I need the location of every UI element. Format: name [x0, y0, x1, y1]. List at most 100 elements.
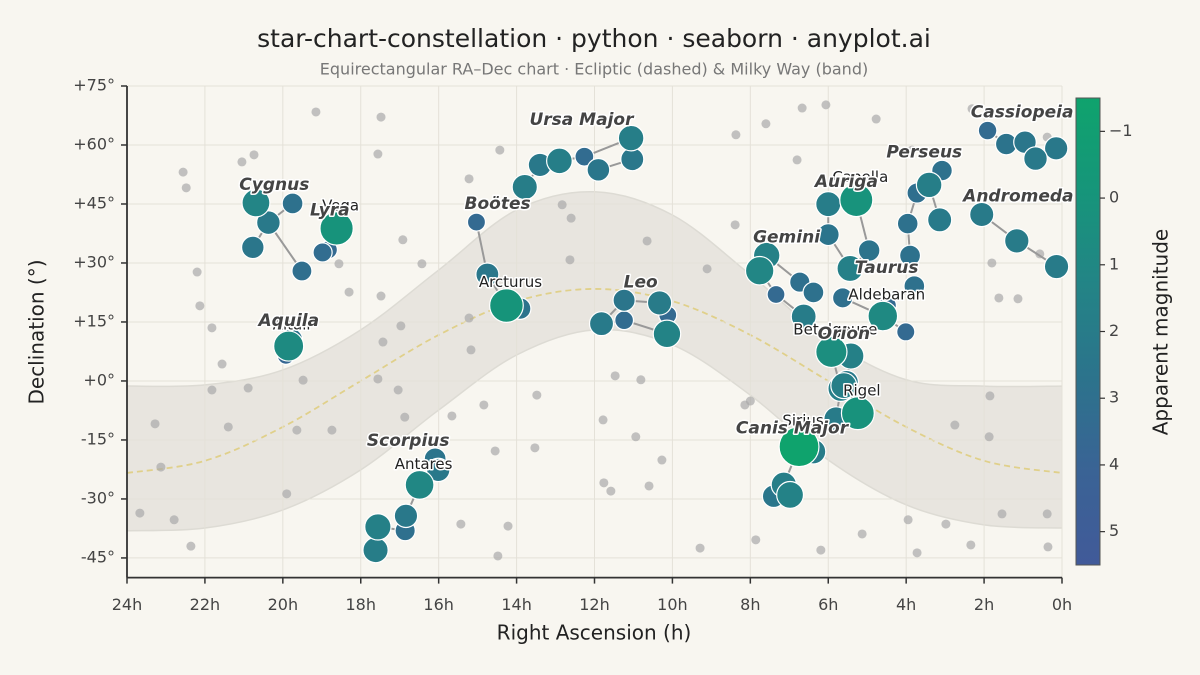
- background-star: [479, 400, 489, 410]
- star: [362, 536, 389, 564]
- x-tick-label: 24h: [112, 595, 143, 614]
- background-star: [282, 489, 292, 499]
- x-axis-label: Right Ascension (h): [497, 621, 692, 645]
- background-star: [207, 323, 217, 333]
- background-star: [466, 345, 476, 355]
- star: [1043, 136, 1069, 161]
- background-star: [464, 313, 474, 323]
- star: [831, 287, 854, 309]
- background-star: [327, 425, 337, 435]
- colorbar-tick-label: 2: [1109, 321, 1119, 340]
- colorbar-tick-label: 1: [1109, 254, 1119, 273]
- background-star: [292, 425, 302, 435]
- background-star: [599, 478, 609, 488]
- background-star: [490, 446, 500, 456]
- star: [364, 513, 392, 541]
- star: [778, 426, 820, 468]
- background-star: [493, 551, 503, 561]
- background-star: [857, 529, 867, 539]
- background-star: [456, 519, 466, 529]
- star: [273, 330, 305, 362]
- star: [744, 255, 775, 286]
- star: [652, 319, 682, 349]
- x-tick-label: 20h: [268, 595, 299, 614]
- star: [776, 480, 805, 509]
- background-star: [565, 255, 575, 265]
- background-star: [966, 540, 976, 550]
- background-star: [987, 258, 997, 268]
- constellation-label: Perseus: [886, 143, 962, 163]
- background-star: [907, 145, 917, 155]
- background-star: [150, 419, 160, 429]
- background-star: [217, 359, 227, 369]
- star: [896, 322, 916, 342]
- background-star: [797, 103, 807, 113]
- y-tick-label: +45°: [73, 193, 115, 212]
- star: [614, 310, 635, 331]
- star: [404, 469, 435, 500]
- background-star: [249, 150, 259, 160]
- background-star: [186, 541, 196, 551]
- constellation-label: Leo: [624, 272, 658, 292]
- star: [867, 300, 899, 332]
- background-star: [169, 515, 179, 525]
- background-star: [695, 543, 705, 553]
- star: [489, 288, 524, 323]
- star: [899, 244, 922, 267]
- background-star: [181, 183, 191, 193]
- star-label: Arcturus: [479, 273, 542, 291]
- y-tick-label: +15°: [73, 311, 115, 330]
- star: [241, 188, 271, 218]
- constellation-label: Orion: [818, 324, 870, 344]
- star-label: Aldebaran: [848, 286, 925, 304]
- background-star: [730, 220, 740, 230]
- background-star: [1043, 542, 1053, 552]
- star: [830, 372, 858, 400]
- y-tick-label: +75°: [73, 76, 115, 95]
- star: [815, 335, 848, 369]
- colorbar-tick-label: −1: [1109, 121, 1133, 140]
- star: [857, 239, 881, 262]
- background-star: [985, 391, 995, 401]
- star-label: Sirius: [782, 411, 824, 429]
- star: [612, 288, 636, 312]
- star: [1004, 228, 1030, 254]
- background-star: [195, 301, 205, 311]
- background-star: [631, 432, 641, 442]
- background-star: [447, 411, 457, 421]
- constellation-label: Canis Major: [736, 419, 850, 439]
- star: [977, 120, 998, 141]
- background-star: [298, 375, 308, 385]
- y-tick-label: +30°: [73, 252, 115, 271]
- colorbar-tick-label: 3: [1109, 388, 1119, 407]
- star: [312, 242, 333, 263]
- background-star: [373, 149, 383, 159]
- x-tick-label: 6h: [818, 595, 838, 614]
- star: [927, 207, 953, 233]
- background-star: [644, 481, 654, 491]
- background-star: [192, 267, 202, 277]
- x-tick-label: 14h: [501, 595, 532, 614]
- star: [969, 201, 995, 228]
- background-star: [994, 293, 1004, 303]
- background-star: [912, 548, 922, 558]
- x-tick-label: 22h: [190, 595, 221, 614]
- background-star: [950, 420, 960, 430]
- constellation-label: Taurus: [855, 258, 919, 278]
- constellation-label: Scorpius: [367, 431, 450, 451]
- background-star: [530, 443, 540, 453]
- star: [240, 235, 265, 260]
- background-star: [311, 107, 321, 117]
- background-star: [464, 174, 474, 184]
- star: [646, 290, 673, 316]
- background-star: [344, 287, 354, 297]
- star: [475, 262, 500, 287]
- background-star: [178, 167, 188, 177]
- y-tick-label: -45°: [81, 547, 115, 566]
- background-star: [816, 545, 826, 555]
- x-tick-label: 18h: [346, 595, 377, 614]
- background-star: [400, 412, 410, 422]
- background-star: [398, 235, 408, 245]
